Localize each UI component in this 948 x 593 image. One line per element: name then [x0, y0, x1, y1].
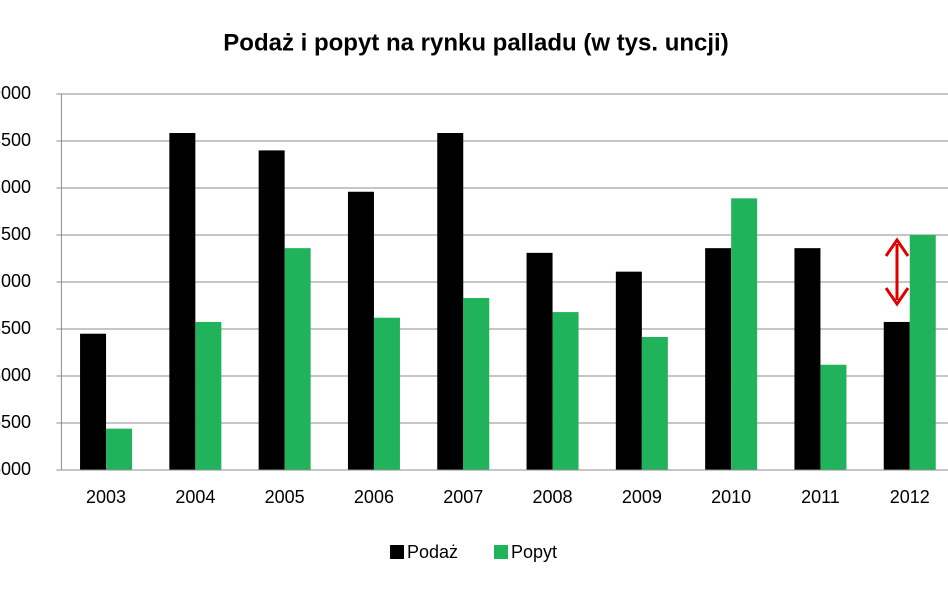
x-tick-label: 2010 — [711, 487, 751, 507]
bar — [169, 133, 196, 470]
x-tick-label: 2007 — [443, 487, 483, 507]
y-tick-label: 5500 — [0, 412, 31, 432]
bar — [463, 297, 490, 470]
legend-label: Podaż — [407, 542, 458, 562]
legend-swatch — [494, 545, 508, 559]
bar — [552, 312, 579, 470]
bar — [284, 248, 311, 470]
x-tick-label: 2003 — [86, 487, 126, 507]
bar — [705, 248, 732, 470]
x-tick-label: 2008 — [533, 487, 573, 507]
y-tick-label: 6500 — [0, 318, 31, 338]
bar — [373, 317, 400, 470]
y-tick-label: 8000 — [0, 177, 31, 197]
bar — [347, 191, 374, 470]
legend-swatch — [390, 545, 404, 559]
bar — [437, 133, 464, 470]
legend-label: Popyt — [511, 542, 557, 562]
bar — [794, 248, 821, 470]
difference-arrow — [884, 237, 910, 307]
bar — [909, 235, 936, 470]
bar — [80, 333, 107, 470]
bar — [731, 198, 758, 470]
x-tick-label: 2011 — [801, 487, 840, 507]
x-tick-label: 2009 — [622, 487, 662, 507]
bar — [820, 364, 847, 470]
y-tick-label: 9000 — [0, 83, 31, 103]
y-tick-label: 7500 — [0, 224, 31, 244]
y-tick-label: 6000 — [0, 365, 31, 385]
bar — [258, 150, 285, 470]
bar — [526, 252, 553, 470]
x-tick-label: 2006 — [354, 487, 394, 507]
y-tick-label: 7000 — [0, 271, 31, 291]
x-tick-label: 2004 — [175, 487, 215, 507]
x-tick-label: 2005 — [265, 487, 305, 507]
bar — [883, 321, 910, 470]
x-tick-label: 2012 — [890, 487, 930, 507]
bar — [641, 336, 668, 470]
bar — [195, 321, 222, 470]
chart-title: Podaż i popyt na rynku palladu (w tys. u… — [223, 29, 728, 56]
y-tick-label: 8500 — [0, 130, 31, 150]
bar — [106, 428, 133, 470]
bar — [615, 271, 642, 470]
